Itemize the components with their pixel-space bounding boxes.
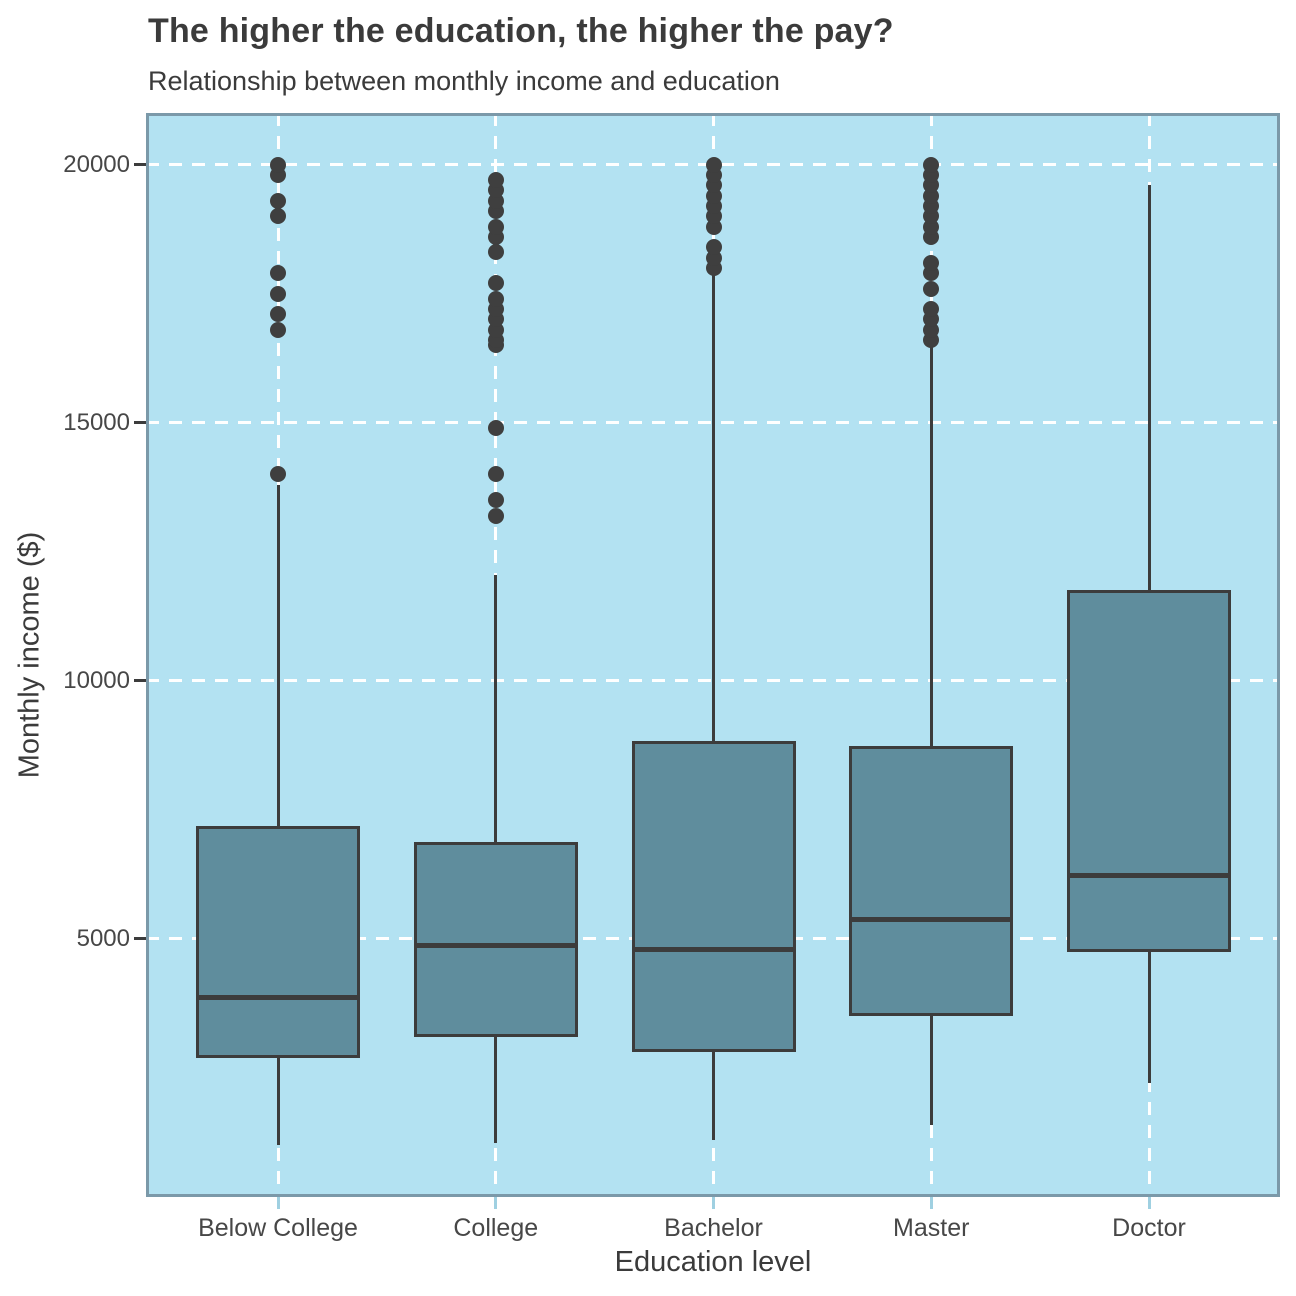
plot-panel <box>146 113 1280 1197</box>
box-doctor <box>1067 590 1231 952</box>
x-tick-mark-college <box>494 1197 498 1209</box>
whisker-upper-college <box>494 574 498 843</box>
whisker-lower-below-college <box>276 1057 280 1145</box>
outlier-dot-master <box>923 254 940 271</box>
outlier-dot-below-college <box>270 192 286 209</box>
x-tick-mark-below-college <box>276 1197 280 1209</box>
outlier-dot-college <box>487 466 504 483</box>
whisker-lower-bachelor <box>712 1052 715 1141</box>
x-tick-mark-bachelor <box>712 1197 715 1209</box>
y-tick-mark-15000 <box>134 421 146 425</box>
chart-subtitle: Relationship between monthly income and … <box>148 66 780 96</box>
box-college <box>413 842 578 1038</box>
outlier-dot-college <box>487 419 504 436</box>
x-axis-title: Education level <box>614 1246 812 1278</box>
outlier-dot-below-college <box>270 466 286 483</box>
outlier-dot-college <box>487 507 504 524</box>
box-bachelor <box>631 740 796 1053</box>
outlier-dot-college <box>487 290 504 307</box>
median-line-below-college <box>199 995 357 1001</box>
y-tick-label-10000: 10000 <box>63 666 130 694</box>
y-tick-label-20000: 20000 <box>63 150 130 178</box>
outlier-dot-below-college <box>270 285 286 302</box>
outlier-dot-below-college <box>270 306 286 323</box>
outlier-dot-below-college <box>270 156 286 173</box>
outlier-dot-master <box>923 301 940 318</box>
y-tick-label-5000: 5000 <box>76 924 130 952</box>
outlier-dot-college <box>487 218 504 235</box>
x-tick-mark-master <box>929 1197 933 1209</box>
median-line-doctor <box>1070 872 1228 878</box>
outlier-dot-college <box>487 275 504 292</box>
whisker-lower-master <box>929 1016 933 1125</box>
median-line-college <box>416 942 575 948</box>
x-tick-label-below-college: Below College <box>198 1214 358 1242</box>
outlier-dot-master <box>923 280 940 297</box>
box-master <box>849 745 1014 1017</box>
y-tick-mark-20000 <box>134 163 146 167</box>
x-tick-label-college: College <box>453 1214 539 1242</box>
chart-title: The higher the education, the higher the… <box>148 12 894 50</box>
outlier-dot-below-college <box>270 208 286 225</box>
x-tick-mark-doctor <box>1147 1197 1151 1209</box>
outlier-dot-college <box>487 492 504 509</box>
whisker-upper-below-college <box>276 484 280 827</box>
outlier-dot-below-college <box>270 265 286 282</box>
x-tick-label-master: Master <box>893 1214 970 1242</box>
outlier-dot-college <box>487 172 504 189</box>
whisker-upper-bachelor <box>712 273 715 741</box>
x-tick-label-doctor: Doctor <box>1112 1214 1186 1242</box>
y-tick-label-15000: 15000 <box>63 408 130 436</box>
outlier-dot-below-college <box>270 321 286 338</box>
whisker-upper-master <box>929 346 933 746</box>
median-line-bachelor <box>634 947 793 953</box>
outlier-dot-master <box>923 156 940 173</box>
y-tick-mark-10000 <box>134 679 146 683</box>
box-below-college <box>196 826 360 1058</box>
outlier-dot-bachelor <box>705 239 722 256</box>
x-tick-label-bachelor: Bachelor <box>664 1214 763 1242</box>
outlier-dot-college <box>487 244 504 261</box>
y-axis-title: Monthly income ($) <box>13 531 46 779</box>
whisker-upper-doctor <box>1147 185 1151 591</box>
median-line-master <box>852 917 1011 923</box>
y-tick-mark-5000 <box>134 937 146 941</box>
outlier-dot-bachelor <box>705 156 722 173</box>
whisker-lower-doctor <box>1147 951 1151 1084</box>
whisker-lower-college <box>494 1037 498 1143</box>
